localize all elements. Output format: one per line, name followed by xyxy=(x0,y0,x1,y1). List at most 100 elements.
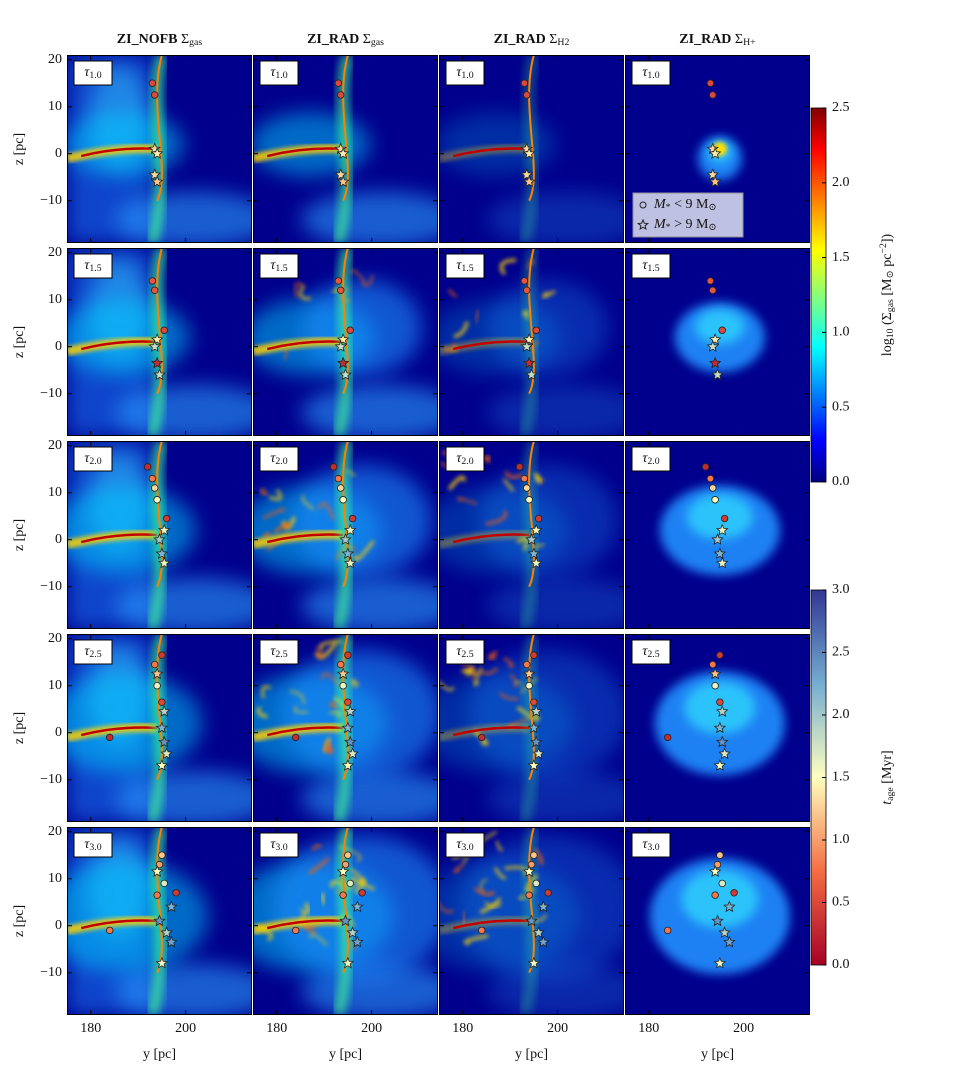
panel: τ1.5 xyxy=(244,248,461,441)
text-part: ZI_RAD xyxy=(307,32,363,47)
panel: τ1.5 xyxy=(430,248,647,441)
text-part: Σ xyxy=(735,32,743,47)
text-part: 2.0 xyxy=(461,456,473,467)
text-part: 1.5 xyxy=(647,263,659,274)
y-axis-label: z [pc] xyxy=(12,133,27,165)
column-title: ZI_RAD ΣH2 xyxy=(494,32,570,48)
star-particle xyxy=(707,278,714,285)
star-particle xyxy=(330,464,337,471)
star-particle xyxy=(526,496,533,503)
gas-haze xyxy=(468,650,628,778)
panel: τ1.0 xyxy=(436,55,647,248)
column-title: ZI_RAD Σgas xyxy=(307,32,384,48)
colorbar xyxy=(811,108,826,482)
y-axis-label: z [pc] xyxy=(12,519,27,551)
text-part: z [pc] xyxy=(12,905,27,937)
colorbar-tick-label: 0.0 xyxy=(832,957,850,972)
colorbar-tick-label: 1.5 xyxy=(832,770,850,785)
panel: τ2.0 xyxy=(625,441,810,629)
text-part: 1.5 xyxy=(89,263,101,274)
gas-streak xyxy=(322,894,324,904)
text-part: [Myr] xyxy=(880,750,895,787)
star-particle xyxy=(521,80,528,87)
panel: τ2.5 xyxy=(232,634,461,827)
star-particle xyxy=(523,485,530,492)
star-particle xyxy=(154,682,161,689)
column-title: ZI_RAD ΣH+ xyxy=(679,32,756,48)
panel: τ3.0 xyxy=(40,827,275,1020)
star-particle xyxy=(709,92,716,99)
colorbar-tick-label: 1.0 xyxy=(832,325,850,340)
text-part: 1.0 xyxy=(89,70,101,81)
star-particle xyxy=(154,892,161,899)
text-part: 2.5 xyxy=(647,649,659,660)
x-axis-label: y [pc] xyxy=(701,1047,734,1062)
star-particle xyxy=(347,880,354,887)
y-tick-label: 10 xyxy=(48,678,62,693)
text-part: 2.5 xyxy=(461,649,473,660)
text-part: 3.0 xyxy=(647,842,659,853)
star-particle xyxy=(337,92,344,99)
x-axis-label: y [pc] xyxy=(515,1047,548,1062)
y-tick-label: 10 xyxy=(48,292,62,307)
star-particle xyxy=(521,278,528,285)
text-part: z [pc] xyxy=(12,519,27,551)
text-part: H2 xyxy=(557,37,569,48)
star-particle xyxy=(359,890,366,897)
star-particle xyxy=(707,475,714,482)
colorbar-label: log10 (Σgas [M⊙ pc−2]) xyxy=(878,233,896,356)
gas-haze xyxy=(292,465,432,577)
colorbar-tick-label: 2.5 xyxy=(832,645,850,660)
x-tick-label: 200 xyxy=(733,1021,754,1036)
gas-haze xyxy=(272,835,452,979)
text-part: 3.0 xyxy=(89,842,101,853)
text-part: ⊙ xyxy=(708,222,716,233)
panel: τ2.0 xyxy=(238,441,461,634)
star-particle xyxy=(106,927,113,934)
text-part: 3.0 xyxy=(461,842,473,853)
star-particle xyxy=(717,852,724,859)
text-part: < 9 M xyxy=(671,197,709,212)
y-axis-label: z [pc] xyxy=(12,905,27,937)
star-particle xyxy=(707,80,714,87)
star-particle xyxy=(159,652,166,659)
x-tick-label: 180 xyxy=(266,1021,287,1036)
text-part: ZI_RAD xyxy=(679,32,735,47)
colorbar-tick-label: 0.0 xyxy=(832,474,850,489)
text-part: −2 xyxy=(878,243,889,254)
panel: τ3.0 xyxy=(625,827,810,1015)
star-particle xyxy=(345,852,352,859)
text-part: 3.0 xyxy=(275,842,287,853)
x-tick-label: 200 xyxy=(175,1021,196,1036)
x-tick-label: 180 xyxy=(638,1021,659,1036)
star-particle xyxy=(151,661,158,668)
star-particle xyxy=(712,682,719,689)
text-part: ⊙ xyxy=(708,202,716,213)
text-part: 2.0 xyxy=(647,456,659,467)
text-part: z [pc] xyxy=(12,712,27,744)
legend-label: M* < 9 M⊙ xyxy=(653,197,717,213)
text-part: gas xyxy=(885,299,896,312)
star-particle xyxy=(161,880,168,887)
text-part: (Σ xyxy=(880,312,895,328)
star-particle xyxy=(531,699,538,706)
star-particle xyxy=(335,278,342,285)
star-particle xyxy=(526,892,533,899)
y-tick-label: −10 xyxy=(40,193,62,208)
star-particle xyxy=(531,852,538,859)
text-part: Σ xyxy=(549,32,557,47)
star-particle xyxy=(335,80,342,87)
gas-haze xyxy=(458,835,638,979)
star-particle xyxy=(149,475,156,482)
gas-haze xyxy=(250,112,370,176)
text-part: 2.5 xyxy=(89,649,101,660)
x-axis-label: y [pc] xyxy=(143,1047,176,1062)
colorbar-tick-label: 0.5 xyxy=(832,399,850,414)
text-part: gas xyxy=(189,37,202,48)
star-particle xyxy=(347,327,354,334)
star-particle xyxy=(719,327,726,334)
star-particle xyxy=(717,652,724,659)
star-particle xyxy=(292,927,299,934)
